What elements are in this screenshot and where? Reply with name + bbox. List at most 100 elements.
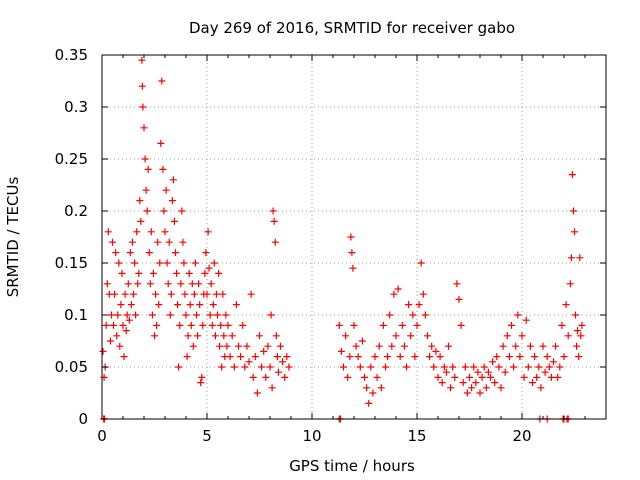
- data-point: [228, 332, 236, 340]
- data-point: [158, 77, 166, 85]
- data-point: [424, 332, 431, 340]
- data-point: [211, 332, 219, 340]
- data-point: [140, 124, 148, 132]
- data-point: [352, 342, 360, 350]
- data-point: [119, 321, 127, 329]
- data-point: [350, 321, 358, 329]
- data-point: [163, 259, 171, 267]
- data-point: [566, 280, 574, 288]
- data-point: [174, 301, 182, 309]
- data-point: [195, 280, 203, 288]
- data-point: [190, 290, 198, 298]
- data-point: [470, 363, 478, 371]
- data-point: [169, 176, 177, 184]
- data-point: [249, 373, 257, 381]
- data-point: [489, 358, 497, 366]
- data-point: [224, 321, 232, 329]
- data-point: [373, 373, 381, 381]
- data-point: [516, 353, 524, 361]
- data-point: [135, 269, 143, 277]
- data-point: [193, 311, 200, 319]
- data-point: [212, 290, 220, 298]
- data-point: [349, 264, 357, 272]
- data-point: [166, 311, 174, 319]
- data-point: [188, 280, 196, 288]
- data-point: [253, 389, 261, 397]
- data-point: [241, 363, 249, 371]
- data-point: [185, 269, 193, 277]
- data-point: [136, 197, 144, 205]
- data-point: [369, 389, 377, 397]
- data-point: [203, 290, 211, 298]
- data-point: [235, 342, 242, 350]
- data-point: [121, 290, 129, 298]
- data-point: [165, 238, 173, 246]
- data-point: [125, 316, 133, 324]
- data-point: [103, 280, 111, 288]
- data-point: [335, 321, 343, 329]
- data-point: [117, 301, 125, 309]
- data-point: [337, 347, 345, 355]
- data-point: [128, 238, 136, 246]
- data-point: [461, 363, 469, 371]
- data-point: [260, 347, 268, 355]
- data-point: [508, 321, 515, 329]
- y-tick-label: 0.3: [64, 98, 88, 116]
- data-point: [146, 280, 154, 288]
- data-point: [112, 249, 120, 257]
- data-point: [346, 353, 354, 361]
- data-point: [218, 363, 226, 371]
- axis-ticks: 0 5 10 15 20 0 0.05 0.1 0.15 0.2 0.25 0.3 0.35: [55, 46, 606, 445]
- data-point: [379, 321, 387, 329]
- data-point: [430, 363, 438, 371]
- data-point: [445, 342, 452, 350]
- data-point: [239, 321, 247, 329]
- data-point: [512, 342, 520, 350]
- data-point: [440, 363, 448, 371]
- data-point: [108, 311, 115, 319]
- data-point: [365, 399, 373, 407]
- data-point: [137, 217, 145, 225]
- data-point: [180, 259, 188, 267]
- data-point: [164, 280, 172, 288]
- data-point: [348, 249, 356, 257]
- data-point: [564, 332, 572, 340]
- data-point: [219, 290, 227, 298]
- data-point: [417, 259, 425, 267]
- data-point: [204, 228, 212, 236]
- data-point: [388, 342, 396, 350]
- data-point: [243, 342, 251, 350]
- data-point: [578, 321, 586, 329]
- data-point: [161, 228, 169, 236]
- data-point: [361, 373, 368, 381]
- y-tick-label: 0.35: [55, 46, 88, 64]
- data-point: [134, 280, 142, 288]
- data-point: [181, 290, 189, 298]
- chart-title: Day 269 of 2016, SRMTID for receiver gab…: [189, 19, 515, 37]
- data-point: [535, 363, 543, 371]
- data-point: [215, 269, 223, 277]
- data-point: [449, 363, 457, 371]
- data-point: [495, 363, 503, 371]
- data-point: [201, 269, 209, 277]
- y-tick-label: 0.1: [64, 306, 88, 324]
- x-tick-label: 15: [407, 427, 426, 445]
- data-point: [375, 342, 383, 350]
- data-point: [432, 347, 440, 355]
- data-point: [197, 379, 205, 387]
- data-point: [271, 238, 279, 246]
- data-point: [183, 353, 191, 361]
- data-point: [120, 353, 128, 361]
- data-point: [159, 165, 167, 173]
- data-point: [356, 363, 364, 371]
- data-point: [358, 337, 366, 345]
- data-point: [186, 301, 194, 309]
- data-point: [463, 389, 471, 397]
- data-point: [522, 316, 530, 324]
- data-point: [160, 207, 168, 215]
- data-point: [247, 290, 255, 298]
- data-point: [472, 379, 480, 387]
- data-point: [147, 228, 155, 236]
- data-point: [384, 353, 392, 361]
- data-point: [118, 269, 126, 277]
